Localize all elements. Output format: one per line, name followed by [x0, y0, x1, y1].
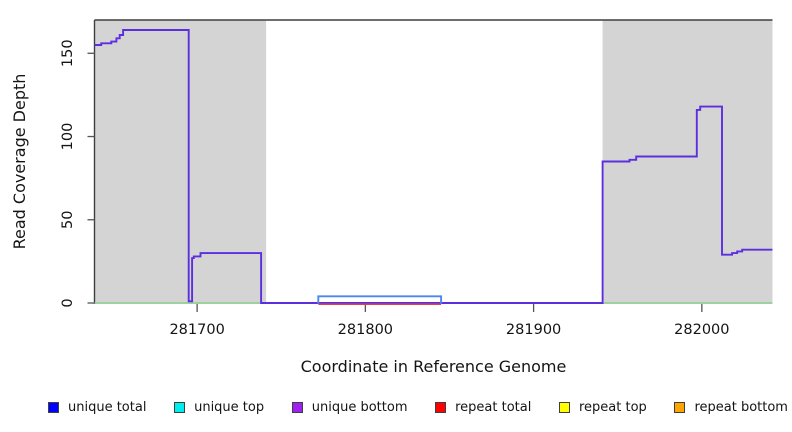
legend-label-repeat-bottom: repeat bottom: [694, 399, 788, 415]
legend: unique total unique top unique bottom repea…: [48, 396, 788, 418]
x-tick-label: 281900: [506, 322, 561, 338]
legend-label-unique-top: unique top: [194, 399, 265, 415]
coverage-plot: 0 50 100 150 281700 281800 281900 282000 Coordi…: [10, 19, 773, 376]
y-tick-label: 100: [60, 123, 76, 151]
legend-swatch-repeat-total-icon: [435, 401, 447, 413]
x-axis-title: Coordinate in Reference Genome: [301, 357, 567, 376]
legend-item-repeat-top: repeat top: [559, 400, 647, 415]
legend-item-unique-top: unique top: [174, 400, 264, 415]
x-tick-label: 282000: [674, 322, 729, 338]
y-tick-label: 50: [60, 211, 76, 229]
x-tick-label: 281700: [169, 322, 224, 338]
legend-swatch-unique-bottom-icon: [291, 401, 303, 413]
legend-item-repeat-bottom: repeat bottom: [674, 400, 788, 415]
legend-swatch-unique-total-icon: [48, 401, 59, 413]
unique-total-coverage: [317, 295, 443, 304]
legend-label-repeat-top: repeat top: [579, 399, 647, 415]
unique-bottom-coverage: [94, 29, 773, 304]
x-tick-label: 281800: [338, 322, 393, 338]
y-tick-label: 0: [60, 298, 76, 307]
shaded-region-right: [602, 20, 773, 304]
legend-item-unique-total: unique total: [48, 400, 146, 415]
legend-swatch-repeat-top-icon: [559, 401, 570, 413]
legend-label-unique-total: unique total: [68, 399, 147, 415]
legend-item-repeat-total: repeat total: [435, 400, 531, 415]
y-axis-title: Read Coverage Depth: [10, 74, 29, 250]
shaded-region-left: [94, 20, 267, 304]
legend-swatch-unique-top-icon: [174, 401, 186, 413]
legend-label-repeat-total: repeat total: [455, 399, 532, 415]
legend-item-unique-bottom: unique bottom: [291, 399, 408, 415]
legend-swatch-repeat-bottom-icon: [674, 401, 686, 413]
legend-label-unique-bottom: unique bottom: [311, 399, 408, 415]
y-tick-label: 150: [60, 39, 76, 67]
